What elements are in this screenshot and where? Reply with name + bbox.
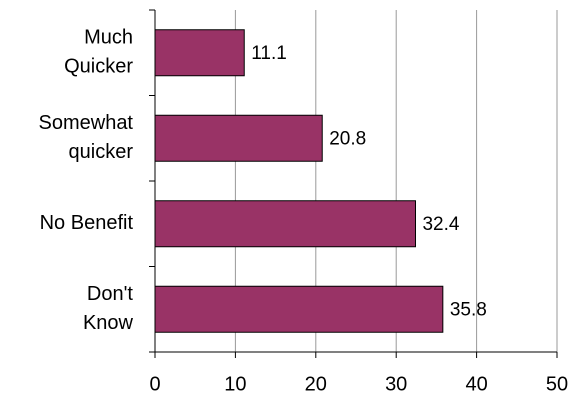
- x-tick-label: 0: [149, 373, 160, 395]
- x-tick-label: 50: [546, 373, 568, 395]
- x-tick-label: 20: [305, 373, 327, 395]
- value-label: 20.8: [329, 128, 366, 149]
- bar: [154, 200, 416, 248]
- x-tick-label: 30: [385, 373, 407, 395]
- value-label: 35.8: [450, 299, 487, 320]
- y-tick-label: Somewhat quicker: [39, 112, 134, 163]
- x-tick-label: 40: [465, 373, 487, 395]
- value-label: 32.4: [422, 214, 459, 235]
- y-tick-label: Don't Know: [83, 283, 134, 334]
- bar: [154, 285, 444, 333]
- y-tick-label: Much Quicker: [64, 27, 133, 78]
- bar: [154, 29, 245, 77]
- x-tick-label: 10: [224, 373, 246, 395]
- bar: [154, 114, 323, 162]
- value-label: 11.1: [251, 43, 287, 64]
- y-tick-label: No Benefit: [40, 212, 134, 234]
